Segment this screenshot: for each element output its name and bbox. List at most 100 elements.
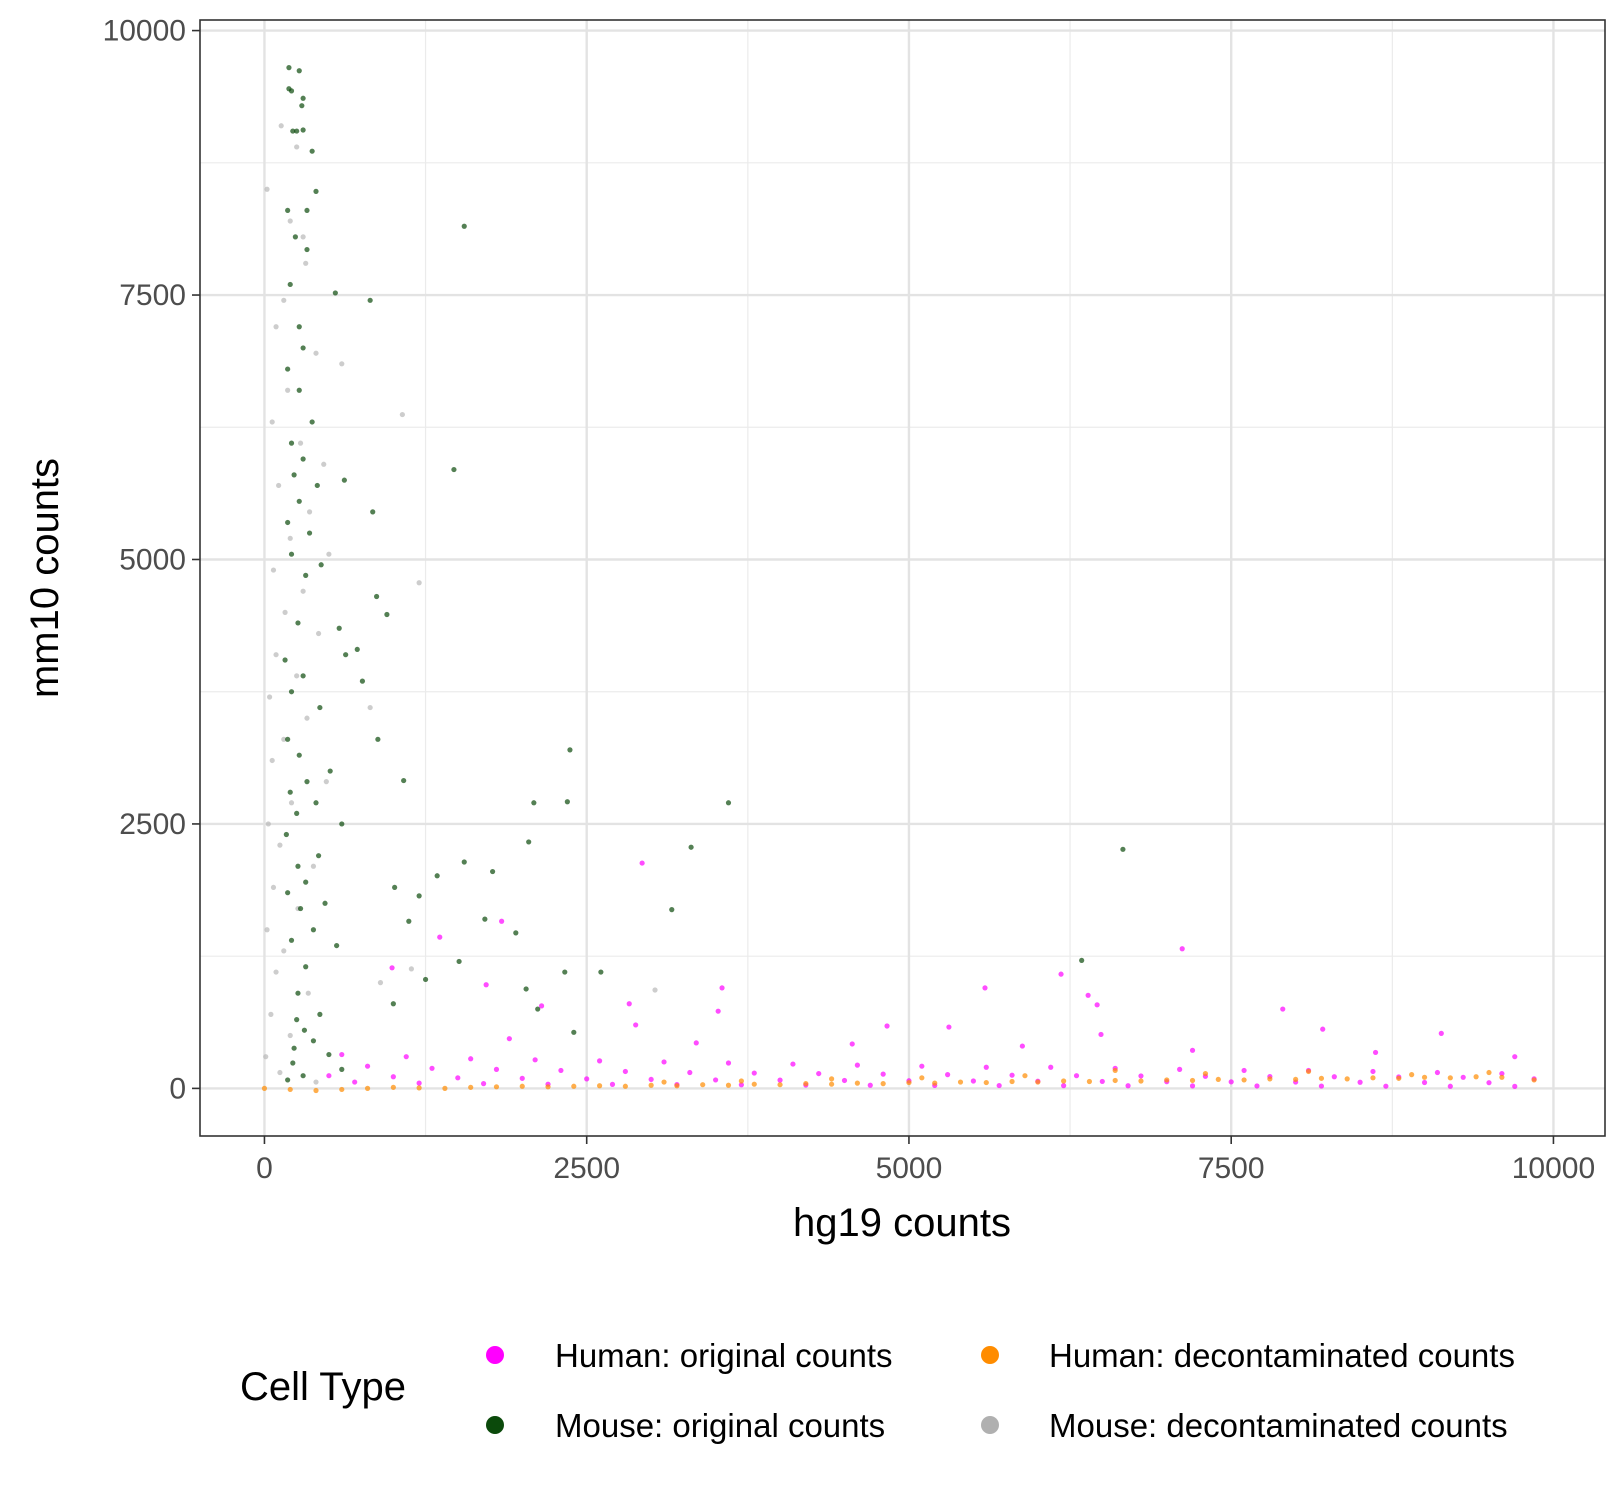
x-tick-label: 0: [256, 1152, 273, 1185]
data-point: [751, 1081, 757, 1087]
data-point: [364, 1063, 371, 1069]
data-point: [264, 186, 270, 192]
data-point: [1179, 946, 1185, 952]
data-point: [535, 1006, 541, 1012]
data-point: [364, 1085, 371, 1091]
data-point: [322, 900, 328, 906]
data-point: [278, 123, 284, 129]
data-point: [867, 1082, 873, 1088]
data-point: [309, 148, 315, 154]
data-point: [296, 387, 302, 393]
data-point: [334, 942, 340, 949]
data-point: [1372, 1049, 1379, 1056]
data-point: [399, 411, 405, 418]
data-point: [300, 95, 306, 101]
data-point: [269, 419, 275, 425]
data-point: [633, 1022, 639, 1028]
data-point: [1098, 1031, 1104, 1038]
data-point: [291, 1045, 297, 1051]
data-point: [1009, 1078, 1015, 1085]
data-point: [291, 472, 297, 478]
data-point: [567, 747, 573, 753]
data-point: [523, 986, 529, 992]
legend-swatch-mouse-original: [486, 1416, 504, 1434]
data-point: [946, 1024, 952, 1030]
data-point: [290, 1060, 296, 1066]
data-point: [715, 1008, 721, 1014]
data-point: [403, 1054, 409, 1060]
data-point: [323, 779, 329, 785]
data-point: [829, 1081, 835, 1087]
data-point: [538, 1003, 545, 1009]
data-point: [1344, 1076, 1350, 1082]
data-point: [1434, 1069, 1441, 1076]
data-point: [339, 1066, 345, 1072]
series-group: [261, 1067, 1537, 1094]
data-point: [700, 1082, 706, 1088]
y-tick-label: 2500: [119, 808, 186, 841]
data-point: [1396, 1075, 1402, 1081]
data-point: [283, 831, 289, 838]
data-point: [281, 297, 287, 303]
data-point: [562, 969, 568, 975]
data-point: [1241, 1067, 1247, 1074]
data-point: [300, 234, 306, 240]
data-point: [738, 1082, 744, 1088]
data-point: [1280, 1006, 1286, 1012]
data-point: [285, 207, 291, 214]
data-point: [1531, 1077, 1537, 1083]
data-point: [434, 873, 440, 879]
data-point: [480, 1081, 487, 1087]
data-point: [456, 958, 462, 965]
data-point: [276, 482, 282, 489]
data-point: [493, 1084, 500, 1090]
data-point: [1318, 1075, 1325, 1081]
data-point: [422, 976, 429, 983]
data-point: [1293, 1076, 1299, 1083]
y-axis-ticks: 0 2500 5000 7500 10000: [103, 15, 200, 1105]
data-point: [367, 704, 373, 711]
legend-swatch-human-original: [486, 1346, 504, 1364]
plot-points: [261, 65, 1537, 1094]
data-point: [299, 103, 305, 109]
data-point: [313, 188, 319, 194]
data-point: [287, 281, 293, 288]
data-point: [288, 689, 295, 695]
data-point: [416, 1085, 422, 1091]
data-point: [661, 1059, 667, 1065]
data-point: [282, 609, 288, 615]
data-point: [288, 800, 295, 806]
data-point: [288, 88, 295, 94]
data-point: [310, 863, 317, 869]
data-point: [1061, 1083, 1067, 1089]
data-point: [461, 223, 467, 229]
data-point: [1383, 1083, 1389, 1089]
data-point: [519, 1083, 525, 1089]
data-point: [281, 948, 287, 954]
data-point: [1099, 1078, 1105, 1085]
data-point: [957, 1079, 964, 1085]
data-point: [287, 1032, 293, 1039]
data-point: [1035, 1079, 1041, 1085]
data-point: [519, 1075, 525, 1081]
data-point: [1499, 1074, 1505, 1080]
data-point: [1138, 1078, 1144, 1084]
data-point: [370, 509, 376, 515]
data-point: [401, 777, 407, 784]
data-point: [288, 937, 295, 943]
data-point: [326, 1051, 332, 1058]
data-point: [983, 1064, 989, 1070]
data-point: [1164, 1077, 1170, 1083]
data-point: [273, 324, 279, 330]
data-point: [725, 1060, 732, 1066]
legend-label-human-decontaminated: Human: decontaminated counts: [1049, 1337, 1515, 1374]
data-point: [1058, 971, 1064, 977]
plot-gridlines: [200, 20, 1605, 1136]
data-point: [277, 1069, 283, 1076]
data-point: [303, 964, 309, 970]
data-point: [270, 567, 277, 573]
data-point: [295, 863, 301, 869]
x-tick-label: 5000: [876, 1152, 943, 1185]
data-point: [273, 969, 279, 975]
data-point: [285, 519, 291, 526]
